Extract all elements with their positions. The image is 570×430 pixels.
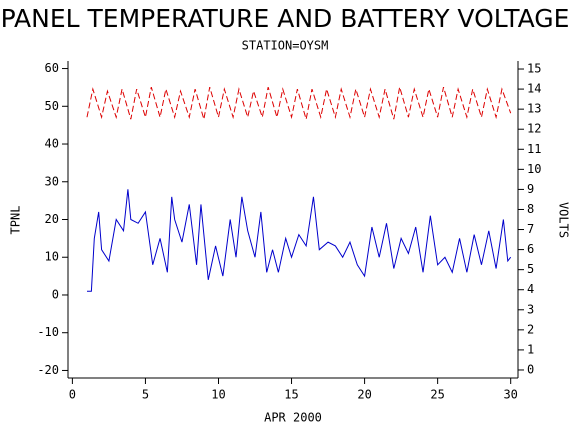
y-tick-label: -20 (37, 363, 59, 377)
y2-tick-label: 13 (527, 102, 541, 116)
y2-tick-label: 0 (527, 362, 534, 376)
y-tick-label: 30 (45, 174, 59, 188)
y-tick-label: 40 (45, 137, 59, 151)
y2-tick-label: 4 (527, 282, 534, 296)
y2-tick-label: 1 (527, 342, 534, 356)
y-tick-label: -10 (37, 325, 59, 339)
y-tick-label: 50 (45, 99, 59, 113)
y2-tick-label: 14 (527, 82, 541, 96)
series-line (86, 189, 512, 292)
y2-tick-label: 11 (527, 142, 541, 156)
x-tick-label: 25 (430, 388, 444, 402)
x-tick-label: 15 (284, 388, 298, 402)
y2-tick-label: 12 (527, 122, 541, 136)
y2-tick-label: 3 (527, 302, 534, 316)
y2-tick-label: 15 (527, 62, 541, 76)
y2-tick-label: 5 (527, 262, 534, 276)
chart-title: PANEL TEMPERATURE AND BATTERY VOLTAGE (1, 4, 570, 33)
x-tick-label: 0 (69, 388, 76, 402)
y2-axis-label: VOLTS (557, 202, 570, 238)
chart-subtitle: STATION=OYSM (242, 39, 329, 53)
series-line (86, 86, 512, 120)
y2-tick-label: 9 (527, 182, 534, 196)
y-axis-label: TPNL (9, 206, 23, 235)
x-tick-label: 30 (503, 388, 517, 402)
y-tick-label: 10 (45, 250, 59, 264)
y2-tick-label: 10 (527, 162, 541, 176)
x-tick-label: 20 (357, 388, 371, 402)
x-axis-label: APR 2000 (264, 411, 322, 425)
y2-tick-label: 7 (527, 222, 534, 236)
x-tick-label: 10 (211, 388, 225, 402)
y2-tick-label: 6 (527, 242, 534, 256)
y-tick-label: 60 (45, 61, 59, 75)
x-tick-label: 5 (142, 388, 149, 402)
y-tick-label: 20 (45, 212, 59, 226)
y-tick-label: 0 (52, 287, 59, 301)
y2-tick-label: 8 (527, 202, 534, 216)
y2-tick-label: 2 (527, 322, 534, 336)
